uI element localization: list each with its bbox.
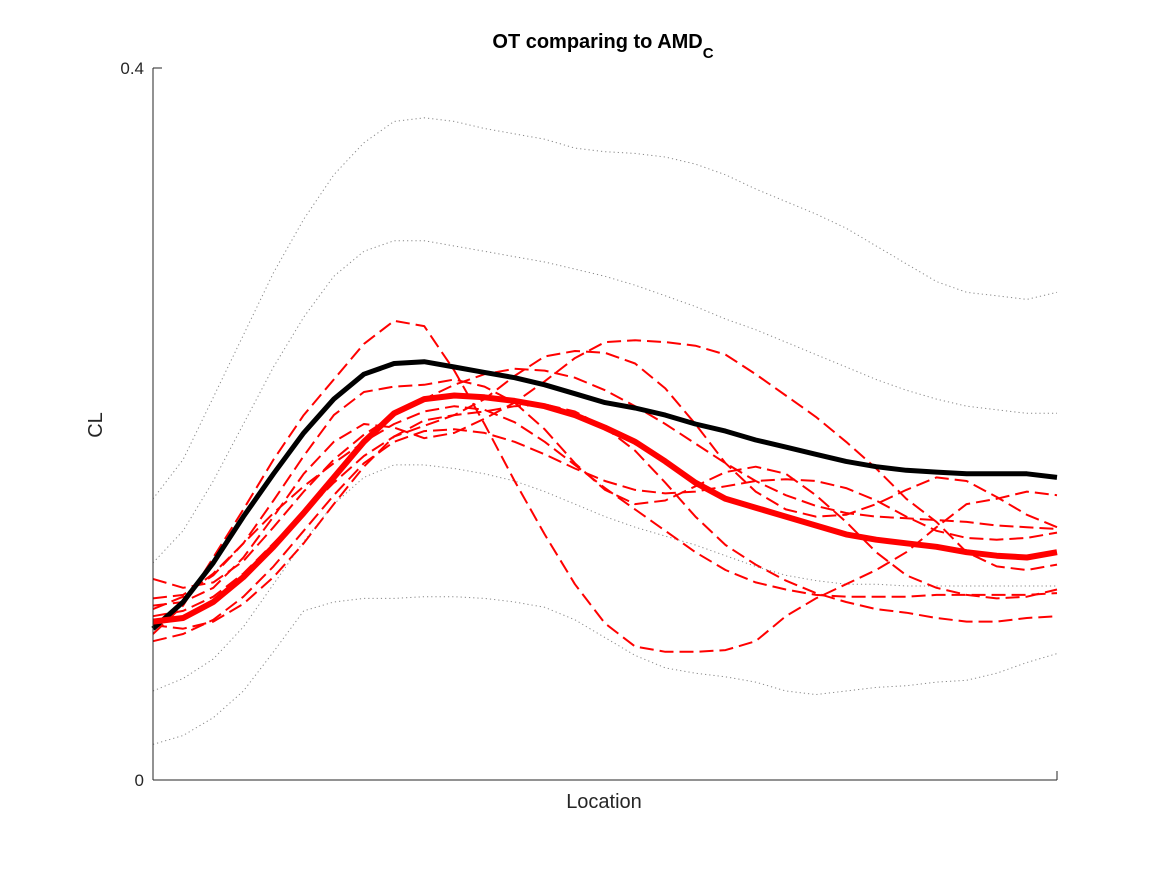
series-line-individual-9 [152,367,1058,589]
x-axis-label: Location [566,791,642,813]
plot-lines [151,117,1058,745]
y-tick-label-min: 0 [135,771,144,790]
series-line-band-13 [152,596,1058,745]
chart-title-subscript: C [703,45,714,62]
series-line-comparison-mean-1 [152,392,1058,625]
series-line-individual-6 [152,405,1058,611]
series-line-band-12 [152,464,1057,692]
series-line-individual-8 [152,428,1058,643]
y-tick-label-max: 0.4 [120,59,144,78]
series-line-individual-2 [152,319,1058,653]
series-line-band-10 [152,117,1058,500]
chart-title: OT comparing to AMDC [492,31,713,62]
y-axis-label: CL [85,412,107,438]
chart-title-main: OT comparing to AMD [492,31,702,53]
series-line-individual-5 [152,378,1058,600]
series-line-reference-mean-0 [151,359,1058,631]
series-line-individual-3 [152,339,1058,607]
